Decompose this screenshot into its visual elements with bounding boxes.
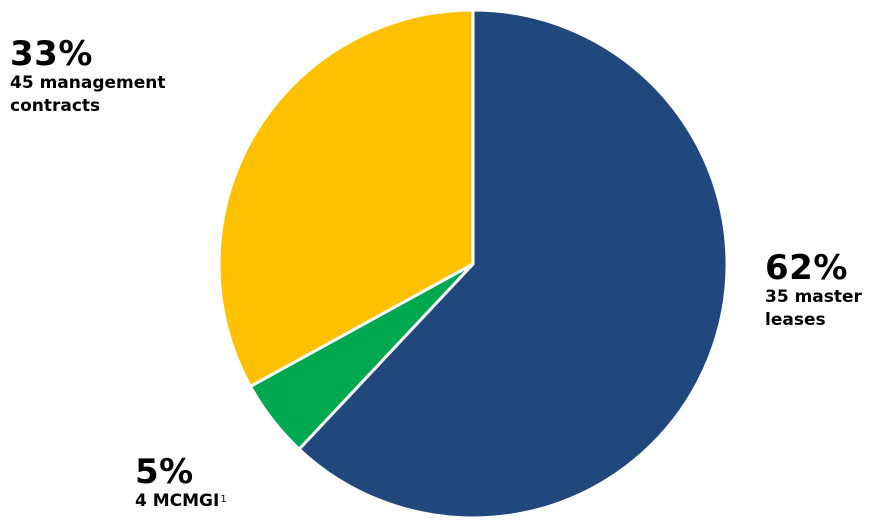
percent-management-contracts: 33% [10,34,93,74]
desc-master-leases-line1: 35 master [765,287,862,307]
desc-master-leases-line2: leases [765,310,826,330]
desc-mcmgi-text: 4 MCMGI [135,491,220,511]
percent-mcmgi: 5% [135,452,194,492]
pie-slice-mgmt [217,8,475,388]
desc-mcmgi: 4 MCMGI1 [135,490,227,513]
percent-master-leases: 62% [765,248,848,288]
label-mcmgi: 5% 4 MCMGI1 [135,454,227,513]
footnote-marker: 1 [220,494,227,505]
label-master-leases: 62% 35 master leases [765,250,862,332]
label-management-contracts: 33% 45 management contracts [10,36,166,118]
pie-slice-master [297,8,729,520]
desc-management-contracts-line1: 45 management [10,73,166,93]
desc-management-contracts-line2: contracts [10,96,101,116]
